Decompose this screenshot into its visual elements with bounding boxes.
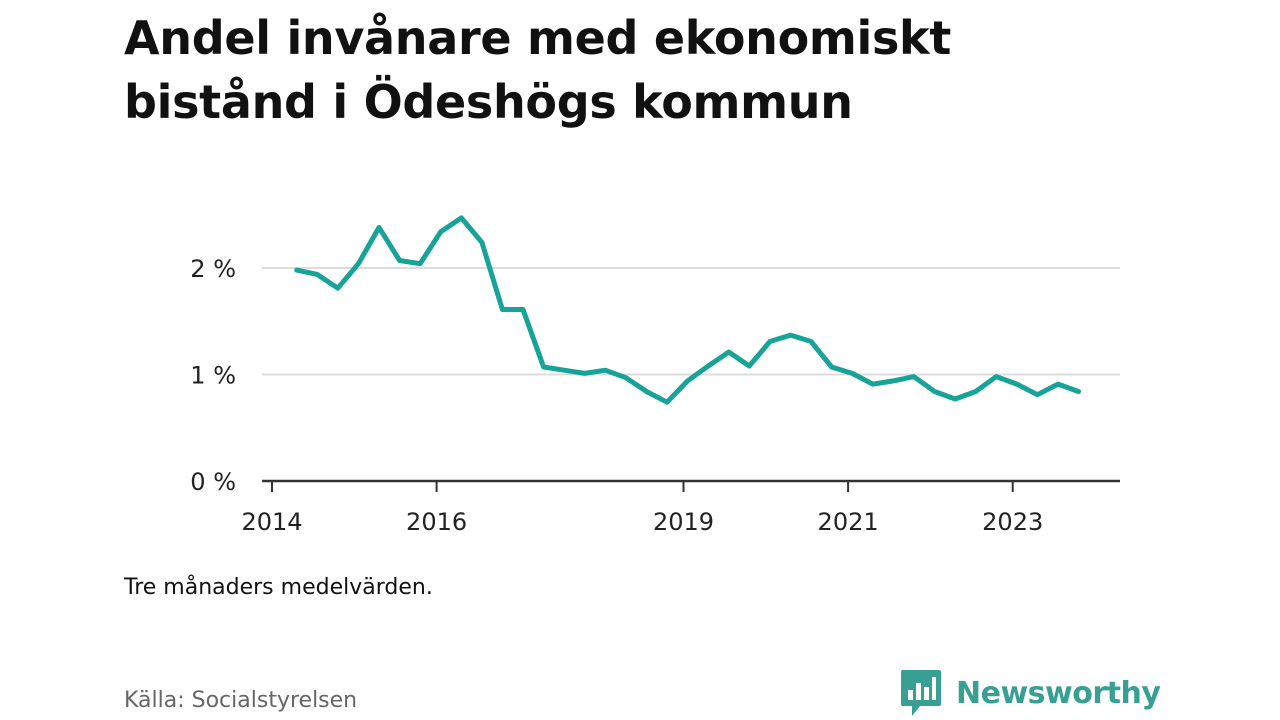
chart-title: Andel invånare med ekonomiskt bistånd i … bbox=[124, 11, 952, 129]
x-tick-label-2016: 2016 bbox=[406, 508, 467, 536]
chart-note: Tre månaders medelvärden. bbox=[124, 575, 433, 600]
brand-logo: Newsworthy bbox=[900, 668, 1161, 718]
x-tick-label-2023: 2023 bbox=[982, 508, 1043, 536]
x-axis-tick-labels: 2014 2016 2019 2021 2023 bbox=[241, 508, 1043, 536]
grid-lines bbox=[262, 267, 1120, 376]
series-layer bbox=[294, 215, 1081, 405]
series-line-0 bbox=[294, 215, 1081, 405]
line-chart: 0 % 1 % 2 % 2014 2016 2019 2021 2023 bbox=[190, 215, 1120, 536]
x-axis bbox=[262, 479, 1120, 492]
source-label: Källa: Socialstyrelsen bbox=[124, 688, 358, 713]
x-tick-label-2014: 2014 bbox=[241, 508, 302, 536]
x-tick-label-2021: 2021 bbox=[818, 508, 879, 536]
chart-speech-bubble-icon bbox=[901, 670, 941, 716]
y-tick-label-2: 2 % bbox=[190, 255, 236, 283]
y-axis-tick-labels: 0 % 1 % 2 % bbox=[190, 255, 236, 496]
y-tick-label-0: 0 % bbox=[190, 468, 236, 496]
brand-name: Newsworthy bbox=[956, 675, 1161, 711]
y-tick-label-1: 1 % bbox=[190, 362, 236, 390]
x-tick-label-2019: 2019 bbox=[653, 508, 714, 536]
